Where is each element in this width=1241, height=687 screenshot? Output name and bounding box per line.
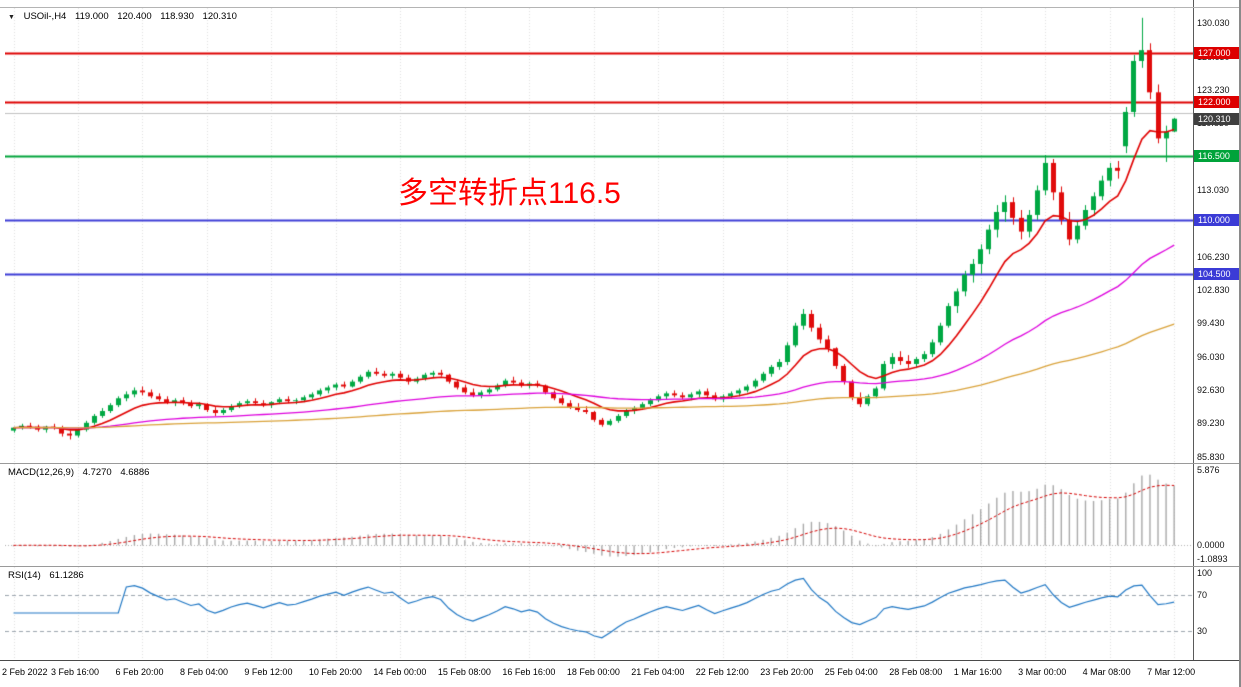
time-axis-label: 7 Mar 12:00 [1147, 667, 1196, 677]
price-axis[interactable]: 130.030126.630123.230119.830116.430113.0… [1194, 0, 1241, 660]
price-line-badge: 116.500 [1194, 150, 1240, 163]
time-axis-label: 8 Feb 04:00 [179, 667, 228, 677]
price-tick: 85.830 [1197, 451, 1225, 462]
time-axis-label: 15 Feb 08:00 [437, 667, 491, 677]
rsi-scale-label: 30 [1197, 626, 1208, 637]
time-axis-label: 2 Feb 2022 [2, 667, 48, 677]
ohlc-high-value: 120.400 [117, 11, 152, 22]
macd-scale-label: 5.876 [1197, 465, 1220, 475]
time-axis-label: 4 Mar 08:00 [1082, 667, 1131, 677]
rsi-indicator-label: RSI(14) [8, 570, 41, 581]
price-tick: 113.030 [1197, 185, 1229, 196]
time-axis-label: 25 Feb 04:00 [824, 667, 878, 677]
rsi-scale-label: 100 [1197, 568, 1213, 578]
rsi-scale-label: 70 [1197, 589, 1208, 600]
macd-scale-label: -1.0893 [1197, 554, 1228, 565]
symbol-timeframe-label: USOil-,H4 [23, 11, 67, 22]
price-tick: 96.030 [1197, 351, 1225, 362]
time-axis-label: 6 Feb 20:00 [115, 667, 164, 677]
time-axis-label: 14 Feb 00:00 [373, 667, 427, 677]
macd-main-value: 4.7270 [82, 467, 112, 478]
price-line-badge: 104.500 [1194, 267, 1240, 280]
macd-header: MACD(12,26,9) 4.7270 4.6886 [8, 467, 155, 478]
rsi-value: 61.1286 [49, 570, 84, 581]
time-axis-label: 21 Feb 04:00 [631, 667, 685, 677]
price-tick: 102.830 [1197, 285, 1230, 296]
time-axis-label: 16 Feb 16:00 [502, 667, 556, 677]
price-line-badge: 127.000 [1194, 47, 1240, 60]
price-line-badge: 110.000 [1194, 213, 1240, 226]
pane-separator-rsi[interactable] [0, 566, 1241, 567]
ohlc-collapse-icon[interactable]: ▼ [8, 14, 15, 21]
price-tick: 123.230 [1197, 85, 1230, 96]
price-tick: 89.230 [1197, 418, 1225, 429]
time-axis-label: 3 Feb 16:00 [50, 667, 100, 677]
price-tick: 99.430 [1197, 318, 1225, 329]
time-axis-label: 23 Feb 20:00 [760, 667, 814, 677]
price-tick: 130.030 [1197, 18, 1230, 29]
price-line-badge: 122.000 [1194, 96, 1240, 109]
ohlc-low-value: 118.930 [160, 11, 194, 22]
macd-scale-label: 0.0000 [1197, 540, 1225, 551]
rsi-indicator-canvas[interactable] [5, 567, 1193, 659]
pane-top-border [0, 7, 1241, 8]
time-axis[interactable]: 2 Feb 2022 3 Feb 16:00 6 Feb 20:00 8 Feb 04… [0, 661, 1241, 687]
time-axis-label: 18 Feb 00:00 [566, 667, 620, 677]
time-axis-label: 22 Feb 12:00 [695, 667, 749, 677]
ohlc-open-value: 119.000 [74, 11, 109, 22]
window-right-border [1239, 0, 1241, 687]
time-axis-label: 10 Feb 20:00 [308, 667, 362, 677]
time-axis-label: 9 Feb 12:00 [244, 667, 293, 677]
time-axis-label: 1 Mar 16:00 [953, 667, 1002, 677]
time-axis-label: 3 Mar 00:00 [1018, 667, 1067, 677]
price-tick: 92.630 [1197, 385, 1225, 396]
annotation-text[interactable]: 多空转折点116.5 [398, 177, 621, 210]
price-tick: 106.230 [1197, 251, 1230, 262]
current-price-badge: 120.310 [1194, 112, 1240, 125]
rsi-header: RSI(14) 61.1286 [8, 570, 90, 581]
macd-indicator-canvas[interactable] [5, 464, 1193, 566]
time-axis-label: 28 Feb 08:00 [889, 667, 943, 677]
macd-indicator-label: MACD(12,26,9) [8, 467, 74, 478]
chart-symbol-header: ▼ USOil-,H4 119.000 120.400 118.930 120.… [8, 11, 243, 22]
macd-signal-value: 4.6886 [120, 467, 150, 478]
pane-separator-macd[interactable] [0, 463, 1241, 464]
price-axis-border [1193, 0, 1194, 660]
main-chart-canvas[interactable] [5, 8, 1193, 463]
time-axis-border [0, 660, 1241, 661]
ohlc-close-value: 120.310 [202, 11, 237, 22]
